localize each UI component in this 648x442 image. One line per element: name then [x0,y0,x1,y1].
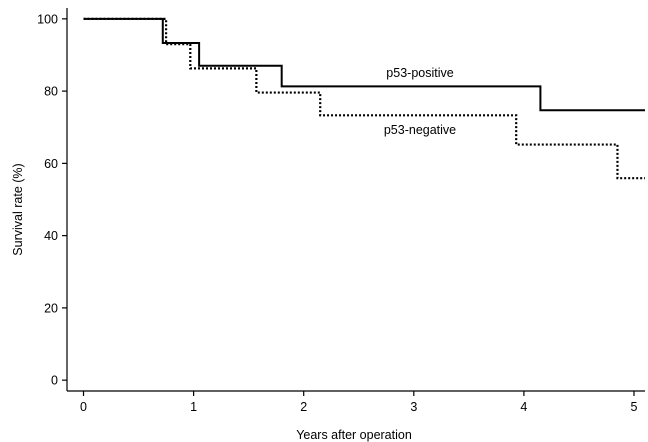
series-label-p53-negative: p53-negative [384,123,456,137]
series-label-p53-positive: p53-positive [386,66,453,80]
y-axis-label: Survival rate (%) [11,163,25,255]
series-line-p53-positive [83,17,645,112]
y-tick-label: 20 [44,301,58,315]
x-tick-label: 3 [410,400,417,414]
y-ticks: 0 20 40 60 80 100 [37,12,67,388]
x-tick-label: 0 [80,400,87,414]
x-ticks: 0 1 2 3 4 5 [80,391,638,414]
y-tick-label: 0 [51,374,58,388]
x-tick-label: 4 [520,400,527,414]
x-tick-label: 1 [190,400,197,414]
y-tick-label: 60 [44,157,58,171]
series-labels: p53-positive p53-negative [384,66,456,137]
y-tick-label: 40 [44,229,58,243]
series-layer [83,17,645,180]
y-tick-label: 100 [37,12,58,26]
x-axis-label: Years after operation [296,428,412,442]
x-tick-label: 2 [300,400,307,414]
x-tick-label: 5 [631,400,638,414]
y-tick-label: 80 [44,85,58,99]
axes [66,8,645,392]
